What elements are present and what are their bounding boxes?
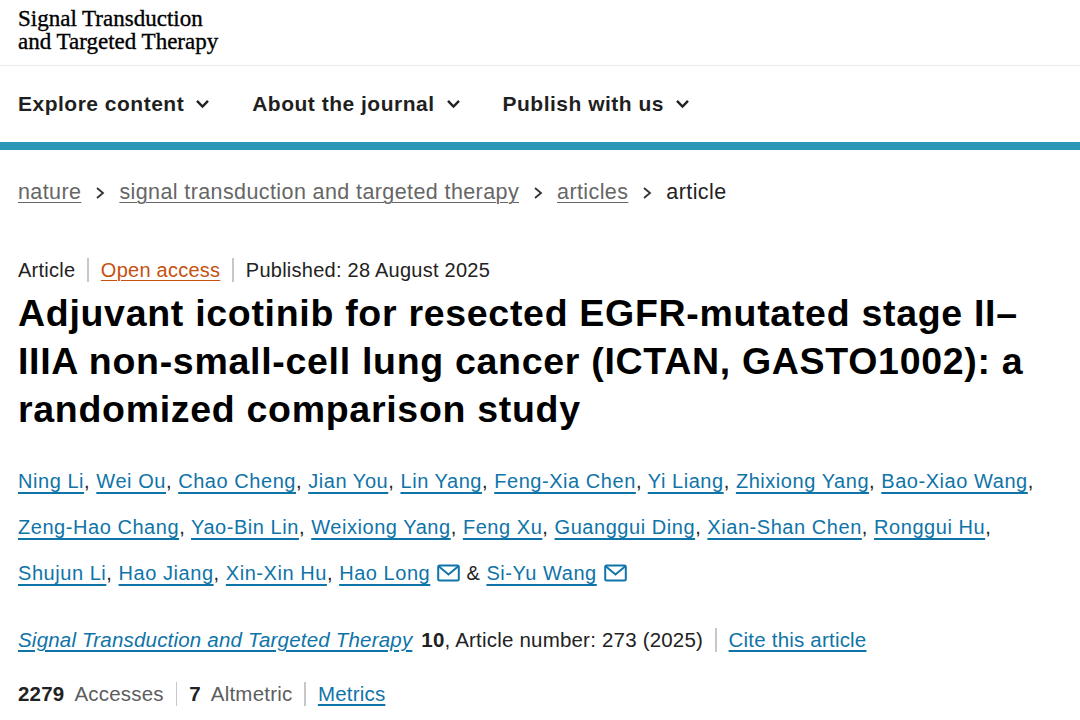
author-link[interactable]: Yi Liang (648, 470, 724, 492)
author-list: Ning Li, Wei Ou, Chao Cheng, Jian You, L… (18, 458, 1062, 596)
metrics-divider (304, 682, 306, 706)
chevron-right-icon (642, 186, 652, 200)
author-separator: , (214, 562, 226, 584)
volume-number: 10 (421, 628, 444, 652)
chevron-down-icon (446, 99, 461, 109)
author-separator: , (84, 470, 96, 492)
author-link[interactable]: Feng-Xia Chen (494, 470, 636, 492)
author-link[interactable]: Zhixiong Yang (736, 470, 869, 492)
article-main: nature signal transduction and targeted t… (0, 180, 1080, 706)
author-link[interactable]: Wei Ou (96, 470, 166, 492)
journal-logo[interactable]: Signal Transduction and Targeted Therapy (18, 7, 1062, 53)
email-icon[interactable] (437, 564, 460, 582)
author-link[interactable]: Xin-Xin Hu (226, 562, 327, 584)
author-link[interactable]: Hao Long (339, 562, 430, 584)
author-link[interactable]: Yao-Bin Lin (191, 516, 299, 538)
published-date: Published: 28 August 2025 (246, 259, 490, 282)
nav-item-explore-content[interactable]: Explore content (18, 92, 210, 116)
author-link[interactable]: Guanggui Ding (555, 516, 696, 538)
author-link[interactable]: Bao-Xiao Wang (881, 470, 1028, 492)
journal-link[interactable]: Signal Transduction and Targeted Therapy (18, 628, 412, 652)
author-separator: , (327, 562, 339, 584)
altmetric-label: Altmetric (211, 682, 293, 706)
nav-item-publish-with-us[interactable]: Publish with us (503, 92, 691, 116)
cite-this-article-link[interactable]: Cite this article (729, 628, 867, 652)
main-nav: Explore content About the journal Publish … (0, 66, 1080, 142)
metrics-line: 2279 Accesses 7 Altmetric Metrics (18, 682, 1062, 706)
chevron-right-icon (533, 186, 543, 200)
article-type-label: Article (18, 259, 75, 282)
citation-divider (715, 628, 717, 652)
author-separator: , (166, 470, 178, 492)
article-title: Adjuvant icotinib for resected EGFR-muta… (18, 289, 1062, 433)
meta-divider (232, 258, 234, 282)
author-separator: , (695, 516, 707, 538)
accesses-count: 2279 (18, 682, 64, 706)
nav-item-label: About the journal (252, 92, 434, 116)
article-number: , Article number: 273 (2025) (445, 628, 704, 652)
nav-item-label: Publish with us (503, 92, 665, 116)
author-separator: , (542, 516, 554, 538)
breadcrumb-current: article (666, 180, 726, 205)
author-link[interactable]: Hao Jiang (119, 562, 214, 584)
metrics-divider (176, 682, 178, 706)
author-ampersand: & (460, 562, 486, 584)
nav-item-about-the-journal[interactable]: About the journal (252, 92, 460, 116)
author-separator: , (296, 470, 308, 492)
chevron-down-icon (195, 99, 210, 109)
author-separator: , (451, 516, 463, 538)
author-link[interactable]: Ning Li (18, 470, 84, 492)
author-link[interactable]: Lin Yang (400, 470, 482, 492)
author-link[interactable]: Weixiong Yang (311, 516, 450, 538)
author-link[interactable]: Jian You (308, 470, 388, 492)
breadcrumb: nature signal transduction and targeted t… (18, 180, 1062, 205)
author-separator: , (106, 562, 118, 584)
author-separator: , (1028, 470, 1034, 492)
author-separator: , (724, 470, 736, 492)
breadcrumb-link-nature[interactable]: nature (18, 180, 81, 205)
author-separator: , (388, 470, 400, 492)
metrics-link[interactable]: Metrics (318, 682, 385, 706)
author-separator: , (636, 470, 648, 492)
journal-logo-line2: and Targeted Therapy (18, 30, 1062, 53)
article-meta: Article Open access Published: 28 August… (18, 258, 1062, 282)
breadcrumb-link-articles[interactable]: articles (557, 180, 628, 205)
author-separator: , (179, 516, 191, 538)
author-separator: , (985, 516, 991, 538)
accent-bar (0, 142, 1080, 150)
author-link[interactable]: Xian-Shan Chen (707, 516, 861, 538)
author-link[interactable]: Si-Yu Wang (486, 562, 596, 584)
open-access-link[interactable]: Open access (101, 259, 220, 282)
email-icon[interactable] (604, 564, 627, 582)
accesses-label: Accesses (74, 682, 163, 706)
author-link[interactable]: Zeng-Hao Chang (18, 516, 179, 538)
journal-header: Signal Transduction and Targeted Therapy (0, 0, 1080, 66)
author-separator: , (299, 516, 311, 538)
author-separator: , (862, 516, 874, 538)
author-separator: , (869, 470, 881, 492)
journal-logo-line1: Signal Transduction (18, 7, 1062, 30)
breadcrumb-link-signal-transduction-and-targeted-therapy[interactable]: signal transduction and targeted therapy (119, 180, 519, 205)
author-link[interactable]: Ronggui Hu (874, 516, 985, 538)
altmetric-count: 7 (189, 682, 201, 706)
nav-item-label: Explore content (18, 92, 184, 116)
author-link[interactable]: Chao Cheng (178, 470, 296, 492)
meta-divider (87, 258, 89, 282)
author-link[interactable]: Shujun Li (18, 562, 106, 584)
chevron-down-icon (675, 99, 690, 109)
author-link[interactable]: Feng Xu (463, 516, 542, 538)
author-separator: , (482, 470, 494, 492)
citation-line: Signal Transduction and Targeted Therapy… (18, 628, 1062, 652)
chevron-right-icon (95, 186, 105, 200)
